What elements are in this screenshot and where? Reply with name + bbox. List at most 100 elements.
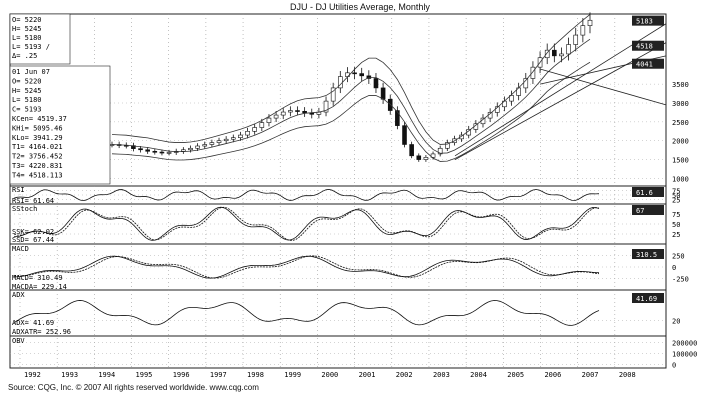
price-axis-label: 2000: [672, 138, 689, 146]
candle-body: [430, 153, 436, 158]
year-tick-label: 2006: [544, 371, 561, 379]
candle-body: [280, 111, 286, 116]
sstoch-tag: 67: [636, 207, 644, 215]
price-tag-label: 4041: [636, 61, 653, 69]
candle-body: [238, 134, 243, 139]
macd-axis-label: 0: [672, 264, 676, 272]
candle-body: [138, 148, 143, 151]
ssd-value-label: SSD= 67.44: [12, 236, 54, 244]
candle-body: [223, 138, 229, 142]
adxatr-value-label: ADXATR= 252.96: [12, 328, 71, 336]
candle-body: [523, 78, 529, 89]
info-line: T1= 4164.021: [12, 143, 63, 151]
candle-body: [544, 49, 550, 59]
adx-axis-label: 20: [672, 318, 680, 326]
year-tick-label: 1996: [173, 371, 190, 379]
candle-body: [202, 144, 208, 147]
candle-body: [437, 147, 443, 155]
candle-body: [288, 110, 293, 113]
candle-body: [559, 53, 564, 57]
candle-body: [459, 134, 464, 140]
rsi-line: [13, 189, 600, 201]
rsi-label: RSI: [12, 186, 25, 194]
candle-body: [373, 78, 379, 89]
candle-body: [209, 142, 215, 145]
adx-value-label: ADX= 41.69: [12, 319, 54, 327]
year-tick-label: 1993: [61, 371, 78, 379]
candle-body: [245, 130, 250, 136]
candle-body: [409, 144, 414, 157]
candle-body: [152, 150, 158, 153]
year-tick-label: 1995: [136, 371, 153, 379]
candle-body: [166, 152, 172, 154]
candle-body: [580, 25, 586, 36]
price-axis-label: 3500: [672, 81, 689, 89]
rsi-value-label: RSI= 61.64: [12, 197, 54, 205]
candle-body: [266, 117, 272, 123]
quote-line: L= 5193 /: [12, 43, 50, 51]
info-line: H= 5245: [12, 87, 42, 95]
macd-axis-label: 250: [672, 253, 685, 261]
candle-body: [587, 19, 593, 26]
year-tick-label: 2007: [582, 371, 599, 379]
macd-value-label: MACD= 310.49: [12, 274, 63, 282]
year-tick-label: 1994: [98, 371, 115, 379]
price-axis-label: 1500: [672, 157, 689, 165]
adx-label: ADX: [12, 291, 25, 299]
macd-axis-label: -250: [672, 276, 689, 284]
rsi-axis-label: 75: [672, 188, 680, 196]
candle-body: [252, 127, 257, 132]
candle-body: [380, 87, 386, 100]
obv-panel-frame: [9, 335, 667, 369]
ssk-value-label: SSK= 62.02: [12, 228, 54, 236]
candle-body: [230, 137, 236, 140]
keltner-lower-line: [111, 61, 591, 162]
info-line: T3= 4220.831: [12, 162, 63, 170]
macda-line: [13, 255, 600, 279]
quote-line: Δ= .25: [12, 52, 37, 60]
price-axis-label: 1000: [672, 175, 689, 183]
candle-body: [445, 142, 450, 149]
year-tick-label: 1998: [247, 371, 264, 379]
candle-body: [188, 147, 193, 151]
trendline-t1: [454, 42, 667, 160]
candle-body: [423, 157, 429, 160]
rsi-tag: 61.6: [636, 189, 653, 197]
year-tick-label: 2008: [619, 371, 636, 379]
candle-body: [145, 149, 150, 152]
year-tick-label: 1992: [24, 371, 41, 379]
price-axis-label: 3000: [672, 100, 689, 108]
price-tag-box: [632, 58, 664, 69]
info-line: KHi= 5095.46: [12, 124, 63, 132]
year-tick-label: 1999: [284, 371, 301, 379]
candle-body: [566, 44, 571, 55]
candle-body: [402, 125, 407, 145]
quote-line: H= 5245: [12, 25, 42, 33]
obv-label: OBV: [12, 337, 25, 345]
price-tag-label: 4518: [636, 43, 653, 51]
year-tick-label: 2005: [507, 371, 524, 379]
macd-label: MACD: [12, 245, 29, 253]
candle-body: [416, 155, 422, 160]
candle-body: [530, 66, 536, 79]
candle-body: [509, 95, 514, 102]
obv-axis-label: 0: [672, 362, 676, 370]
info-box: [9, 65, 111, 185]
candle-body: [295, 110, 300, 112]
candle-body: [302, 111, 307, 114]
macda-value-label: MACDA= 229.14: [12, 283, 67, 291]
chart-title: DJU - DJ Utilities Average, Monthly: [290, 2, 430, 12]
rsi-tag-box: [632, 187, 664, 197]
price-axis-label: 2500: [672, 119, 689, 127]
macd-tag: 310.5: [636, 251, 657, 259]
quote-box: [9, 13, 71, 65]
macd-tag-box: [632, 249, 664, 259]
trendline-t2: [454, 23, 667, 157]
info-line: O= 5220: [12, 77, 42, 85]
obv-axis-label: 100000: [672, 351, 697, 359]
year-tick-label: 1997: [210, 371, 227, 379]
adx-line: [13, 300, 600, 326]
info-line: C= 5193: [12, 106, 42, 114]
quote-line: O= 5220: [12, 16, 42, 24]
